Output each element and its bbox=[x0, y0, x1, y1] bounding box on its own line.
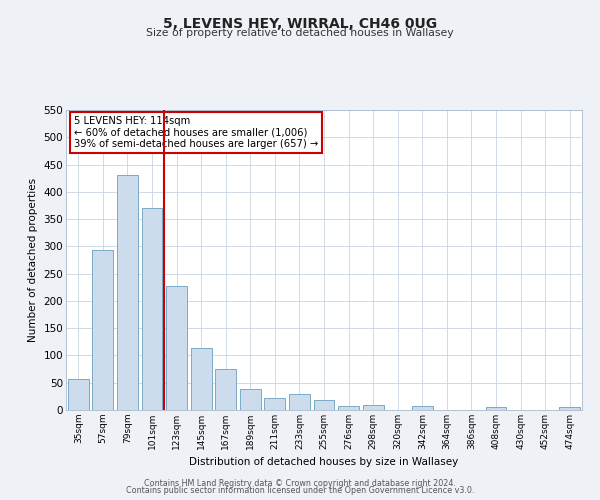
Bar bbox=[289, 394, 310, 410]
Bar bbox=[191, 348, 212, 410]
Bar bbox=[485, 406, 506, 410]
Bar bbox=[412, 406, 433, 410]
X-axis label: Distribution of detached houses by size in Wallasey: Distribution of detached houses by size … bbox=[190, 458, 458, 468]
Bar bbox=[166, 286, 187, 410]
Bar bbox=[240, 390, 261, 410]
Text: 5, LEVENS HEY, WIRRAL, CH46 0UG: 5, LEVENS HEY, WIRRAL, CH46 0UG bbox=[163, 18, 437, 32]
Bar bbox=[314, 400, 334, 410]
Bar bbox=[142, 208, 163, 410]
Bar bbox=[215, 368, 236, 410]
Text: Contains HM Land Registry data © Crown copyright and database right 2024.: Contains HM Land Registry data © Crown c… bbox=[144, 478, 456, 488]
Bar bbox=[362, 404, 383, 410]
Bar bbox=[68, 379, 89, 410]
Text: Size of property relative to detached houses in Wallasey: Size of property relative to detached ho… bbox=[146, 28, 454, 38]
Text: 5 LEVENS HEY: 114sqm
← 60% of detached houses are smaller (1,006)
39% of semi-de: 5 LEVENS HEY: 114sqm ← 60% of detached h… bbox=[74, 116, 318, 149]
Bar bbox=[559, 408, 580, 410]
Bar bbox=[117, 176, 138, 410]
Bar bbox=[265, 398, 286, 410]
Bar bbox=[92, 250, 113, 410]
Y-axis label: Number of detached properties: Number of detached properties bbox=[28, 178, 38, 342]
Text: Contains public sector information licensed under the Open Government Licence v3: Contains public sector information licen… bbox=[126, 486, 474, 495]
Bar bbox=[338, 406, 359, 410]
